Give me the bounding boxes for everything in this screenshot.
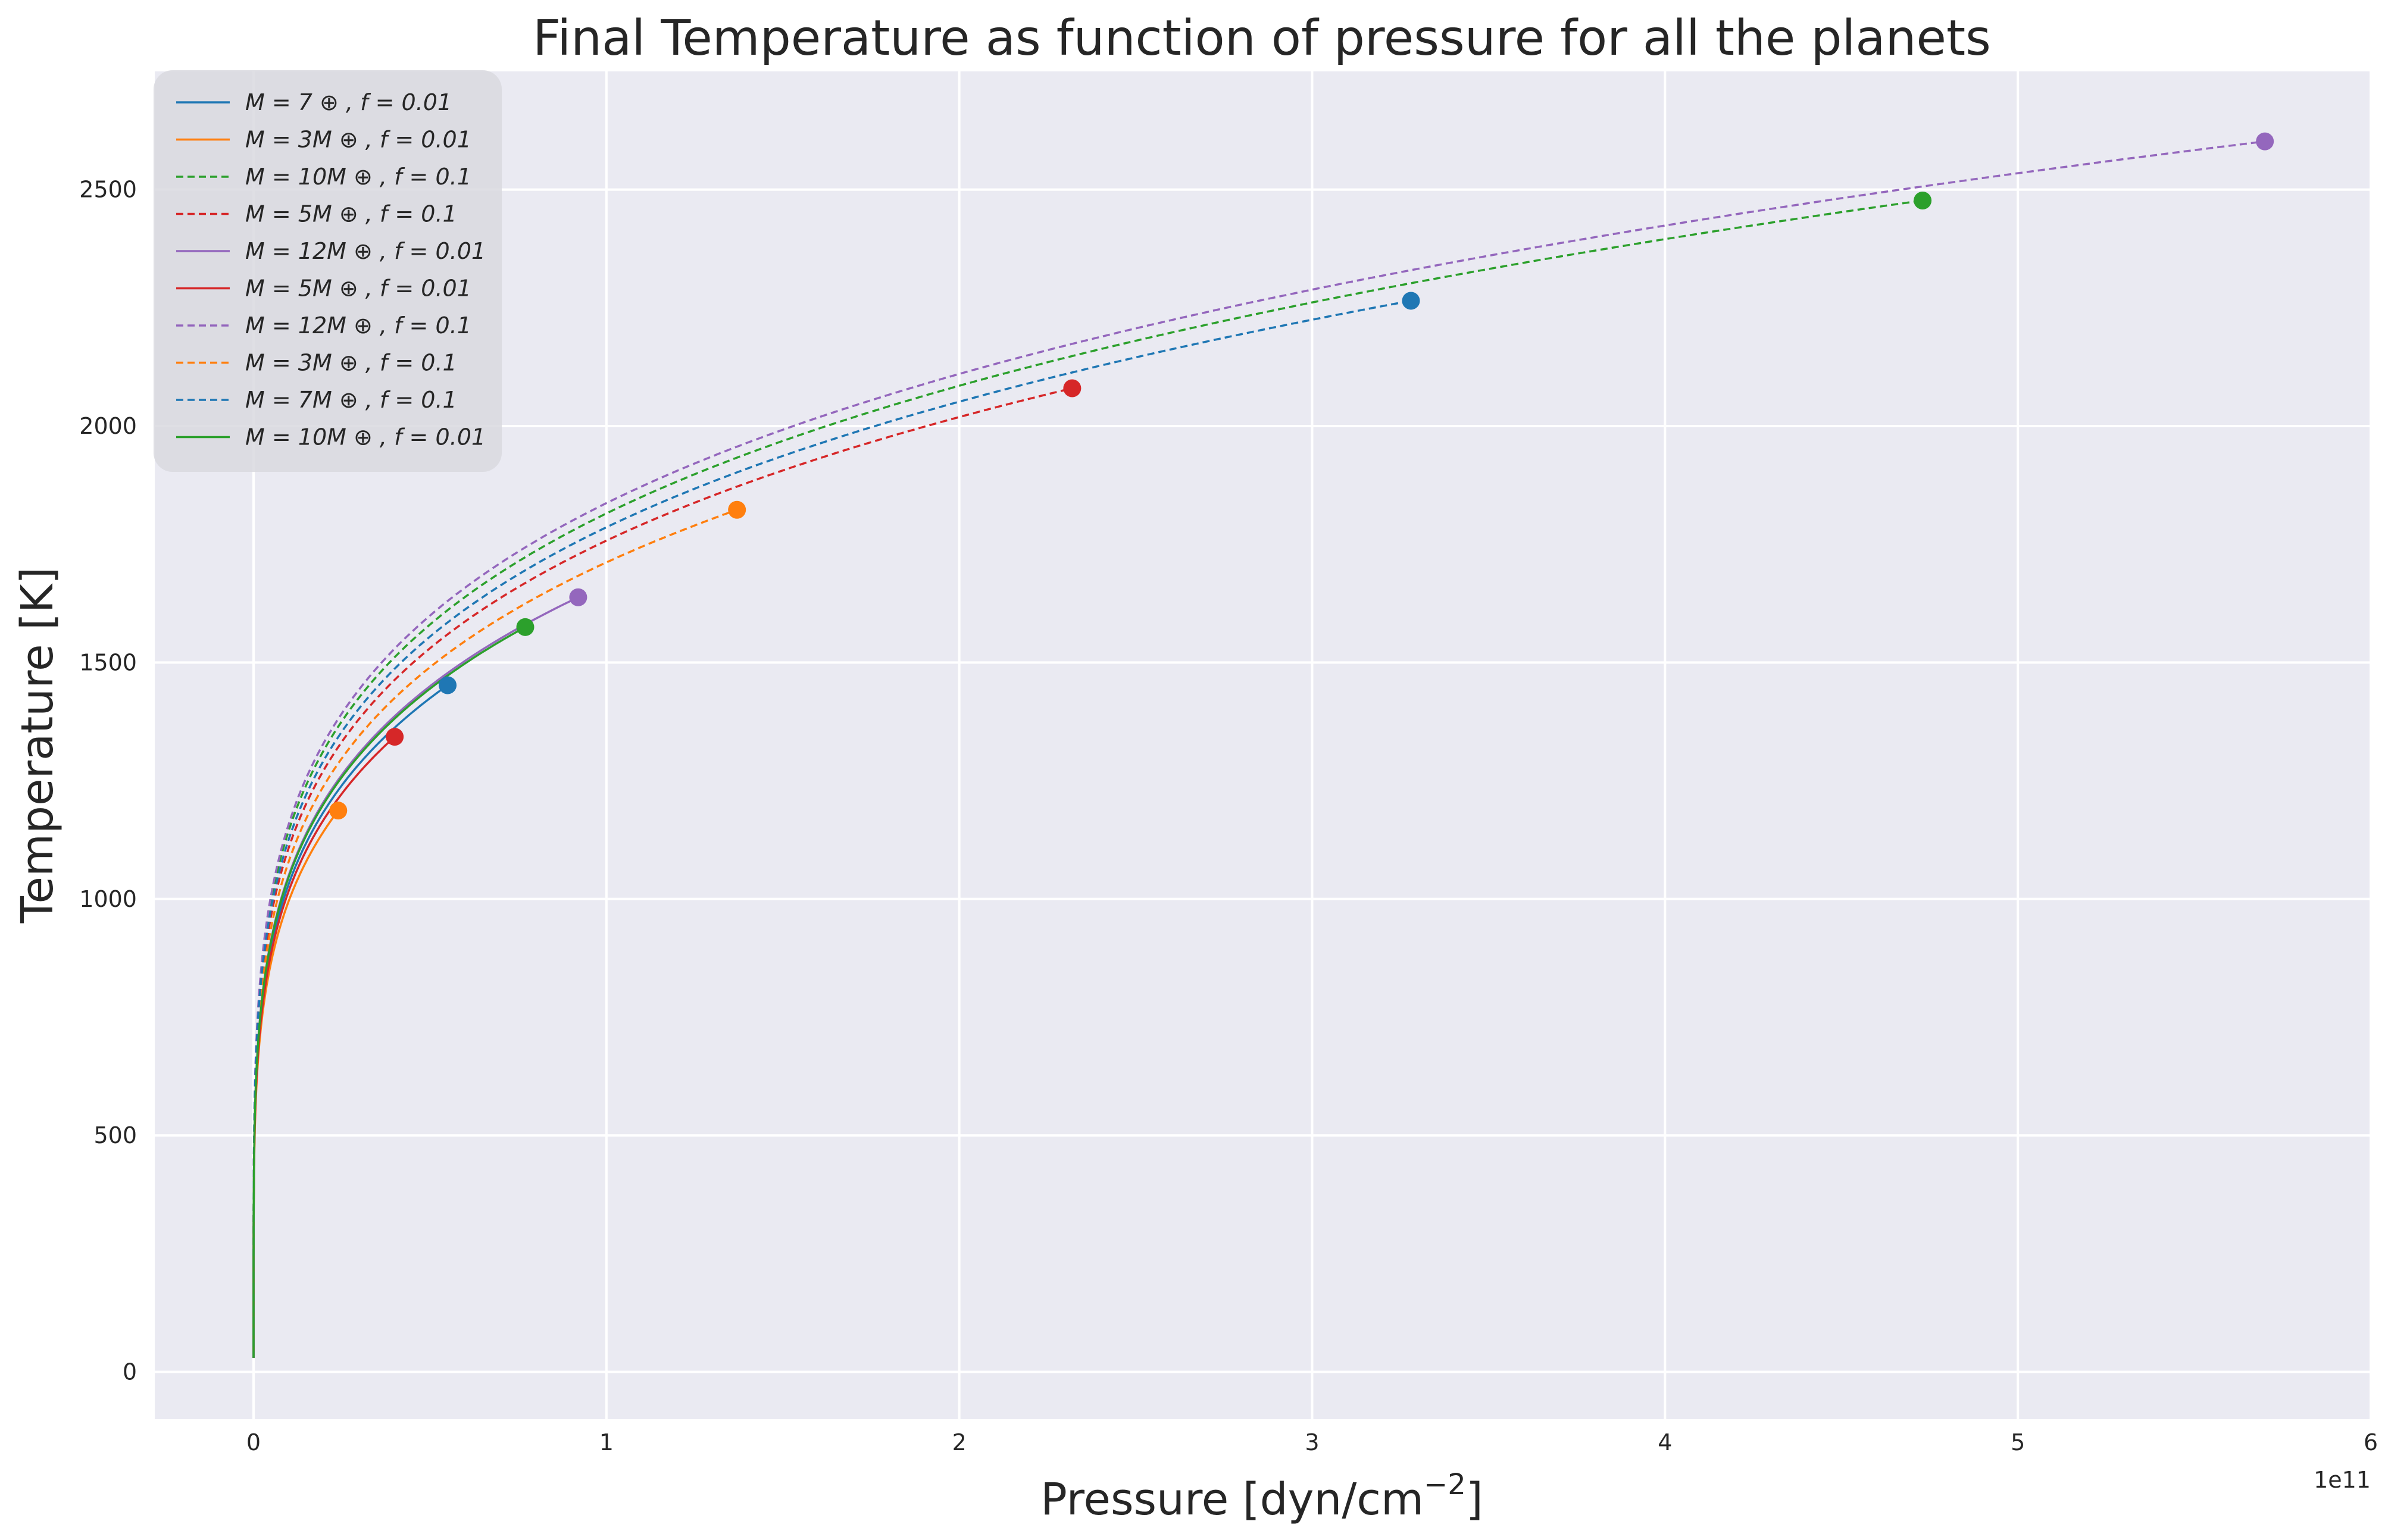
- series-endpoint-marker: [516, 618, 535, 636]
- legend-items: M = 7 ⊕ , f = 0.01 M = 3M ⊕ , f = 0.01 M =…: [176, 89, 486, 450]
- series-line: [252, 299, 1411, 1358]
- x-tick-labels: 0 1 2 3 4 5 6: [246, 1429, 2378, 1456]
- x-axis-label-suffix: ]: [1466, 1474, 1483, 1525]
- x-tick-label: 1: [599, 1429, 614, 1456]
- chart-title: Final Temperature as function of pressur…: [533, 10, 1991, 67]
- legend-label: M = 12M ⊕ , f = 0.1: [245, 312, 471, 339]
- legend-label: M = 10M ⊕ , f = 0.1: [245, 164, 471, 190]
- legend-label: M = 3M ⊕ , f = 0.01: [245, 127, 471, 153]
- x-tick-label: 2: [952, 1429, 967, 1456]
- y-tick-label: 1500: [79, 649, 137, 675]
- x-tick-label: 4: [1658, 1429, 1672, 1456]
- x-axis-label-superscript: −2: [1424, 1468, 1466, 1501]
- x-tick-label: 5: [2011, 1429, 2025, 1456]
- y-tick-label: 500: [93, 1122, 137, 1148]
- grid: [155, 71, 2372, 1419]
- series-endpoint-marker: [386, 728, 404, 746]
- series-endpoint-marker: [1402, 292, 1420, 310]
- series-line: [252, 626, 526, 1358]
- series-endpoint-marker: [1063, 379, 1082, 397]
- legend: M = 7 ⊕ , f = 0.01 M = 3M ⊕ , f = 0.01 M =…: [154, 70, 502, 472]
- series-endpoint-marker: [569, 588, 587, 606]
- x-offset-label: 1e11: [2314, 1467, 2371, 1493]
- endpoint-markers: [329, 132, 2274, 820]
- x-tick-label: 0: [246, 1429, 261, 1456]
- x-axis-label-text: Pressure [dyn/cm: [1040, 1474, 1424, 1525]
- legend-label: M = 7 ⊕ , f = 0.01: [245, 89, 452, 115]
- legend-label: M = 5M ⊕ , f = 0.1: [245, 201, 457, 227]
- series-endpoint-marker: [728, 500, 746, 519]
- y-tick-labels: 0 500 1000 1500 2000 2500: [79, 177, 137, 1385]
- series-endpoint-marker: [2256, 132, 2274, 151]
- x-axis-label: Pressure [dyn/cm−2]: [1040, 1468, 1483, 1525]
- legend-label: M = 12M ⊕ , f = 0.01: [245, 238, 486, 264]
- series-endpoint-marker: [329, 802, 348, 820]
- y-tick-label: 2000: [79, 413, 137, 439]
- x-tick-label: 6: [2364, 1429, 2378, 1456]
- legend-label: M = 7M ⊕ , f = 0.1: [245, 387, 457, 413]
- y-tick-label: 2500: [79, 177, 137, 203]
- y-axis-label: Temperature [K]: [12, 567, 63, 924]
- legend-label: M = 10M ⊕ , f = 0.01: [245, 424, 486, 450]
- plot-area: [155, 71, 2371, 1419]
- legend-frame: [154, 70, 502, 472]
- series-endpoint-marker: [439, 676, 457, 694]
- legend-label: M = 3M ⊕ , f = 0.1: [245, 350, 457, 376]
- series-endpoint-marker: [1914, 191, 1932, 209]
- series-group: [252, 140, 2265, 1358]
- y-tick-label: 1000: [79, 886, 137, 912]
- series-line: [252, 140, 2265, 1358]
- legend-label: M = 5M ⊕ , f = 0.01: [245, 276, 471, 302]
- x-tick-label: 3: [1305, 1429, 1319, 1456]
- y-tick-label: 0: [123, 1359, 137, 1385]
